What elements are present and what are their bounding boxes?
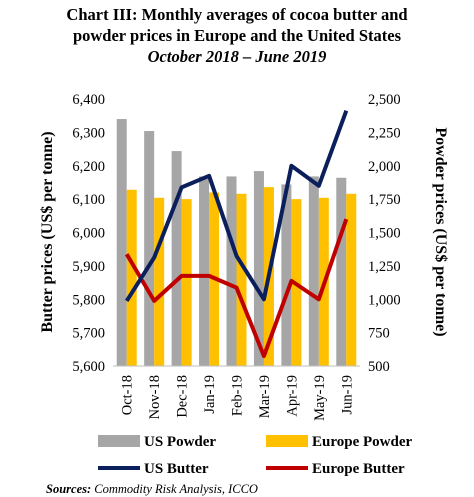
right-tick-label: 1,500 — [368, 226, 401, 242]
left-tick-label: 6,000 — [72, 226, 105, 242]
source-label: Sources: — [46, 482, 92, 496]
source-note: Sources: Commodity Risk Analysis, ICCO — [46, 482, 258, 497]
us-powder-bar — [199, 176, 210, 366]
left-tick-label: 6,300 — [72, 125, 105, 141]
x-tick-label: Dec-18 — [175, 375, 191, 418]
x-tick-label: Apr-19 — [284, 375, 300, 417]
legend-label: Europe Butter — [312, 461, 405, 477]
us-butter-line — [125, 110, 349, 302]
left-tick-label: 5,700 — [72, 326, 105, 342]
left-axis-title: Butter prices (US$ per tonne) — [39, 131, 56, 332]
chart-title: Chart III: Monthly averages of cocoa but… — [0, 4, 474, 67]
us-powder-bar — [116, 119, 127, 367]
source-text: Commodity Risk Analysis, ICCO — [94, 482, 258, 496]
right-tick-label: 2,500 — [368, 92, 401, 108]
title-line-3: October 2018 – June 2019 — [147, 47, 327, 66]
x-tick-label: Jan-19 — [202, 375, 218, 414]
x-tick-label: Oct-18 — [120, 375, 136, 415]
us-powder-bar — [144, 131, 155, 366]
x-tick-label: Jun-19 — [339, 375, 355, 414]
x-tick-label: Feb-19 — [230, 375, 246, 416]
left-tick-label: 6,200 — [72, 159, 105, 175]
right-tick-label: 1,250 — [368, 259, 401, 275]
legend-label: US Powder — [144, 434, 216, 450]
x-tick-label: Nov-18 — [147, 375, 163, 419]
europe-butter-line — [124, 218, 349, 358]
right-axis-title: Powder prices (US$ per tonne) — [432, 127, 449, 336]
europe-powder-bar — [126, 189, 137, 366]
legend-label: Europe Powder — [312, 434, 412, 450]
left-tick-label: 5,800 — [72, 292, 105, 308]
us-powder-bar — [253, 171, 264, 366]
left-tick-label: 6,400 — [72, 92, 105, 108]
title-line-1: Chart III: Monthly averages of cocoa but… — [66, 5, 408, 24]
europe-powder-bar — [236, 193, 247, 366]
legend-swatch — [98, 435, 140, 447]
right-tick-label: 2,000 — [368, 159, 401, 175]
us-powder-bar — [226, 176, 237, 366]
europe-powder-bar — [181, 199, 192, 366]
left-tick-label: 5,900 — [72, 259, 105, 275]
x-tick-label: Mar-19 — [257, 375, 273, 418]
us-powder-bar — [336, 177, 347, 366]
us-powder-bar — [171, 151, 182, 366]
title-line-2: powder prices in Europe and the United S… — [72, 26, 402, 45]
europe-powder-bar — [346, 193, 357, 366]
x-tick-label: May-19 — [312, 375, 328, 421]
legend-label: US Butter — [144, 461, 209, 477]
us-powder-bar — [308, 176, 319, 366]
right-tick-label: 2,250 — [368, 125, 401, 141]
right-tick-label: 1,750 — [368, 192, 401, 208]
legend-swatch — [266, 435, 308, 447]
right-tick-label: 750 — [368, 326, 390, 342]
europe-powder-bar — [154, 197, 165, 366]
left-tick-label: 5,600 — [72, 359, 105, 375]
right-tick-label: 1,000 — [368, 292, 401, 308]
right-tick-label: 500 — [368, 359, 390, 375]
us-powder-bar — [281, 184, 292, 366]
left-tick-label: 6,100 — [72, 192, 105, 208]
